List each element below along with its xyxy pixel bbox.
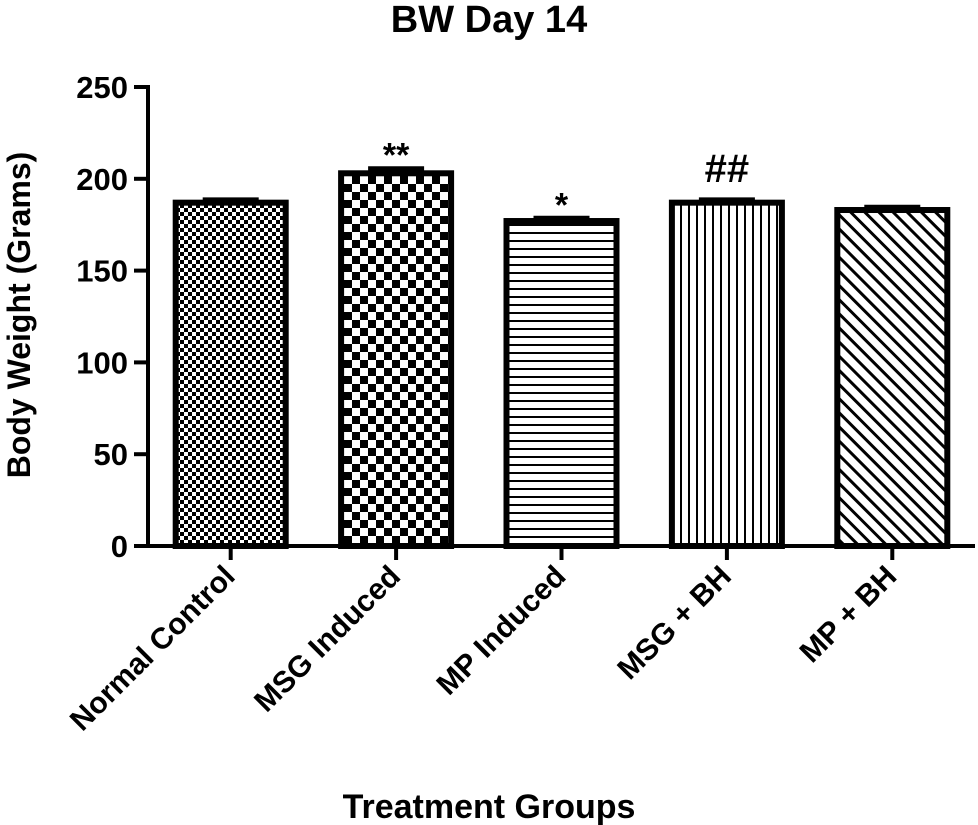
bar-0 [172,199,289,549]
chart-title: BW Day 14 [391,0,587,41]
bar-4 [834,207,951,549]
significance-label-3: ## [705,147,750,191]
significance-label-2: * [555,186,569,224]
bar-2 [503,218,620,549]
plot-area: 0 50 100 150 200 250 Normal Control ** MSG Induc… [64,70,975,737]
x-tick-label: MP Induced [430,560,572,702]
bar-1 [338,170,455,550]
significance-label-1: ** [383,137,410,175]
y-tick-label: 50 [94,437,128,472]
bar-3 [668,199,785,549]
x-axis-label: Treatment Groups [343,788,636,825]
x-tick-label: MSG Induced [248,560,407,719]
y-tick-label: 250 [76,70,128,105]
y-tick-label: 200 [76,162,128,197]
y-tick-label: 100 [76,345,128,380]
y-tick-label: 150 [76,254,128,289]
y-axis-label: Body Weight (Grams) [1,152,37,479]
x-tick-label: Normal Control [64,560,242,738]
x-tick-label: MSG + BH [611,560,737,686]
x-tick-label: MP + BH [794,560,904,670]
y-tick-label: 0 [111,529,128,564]
